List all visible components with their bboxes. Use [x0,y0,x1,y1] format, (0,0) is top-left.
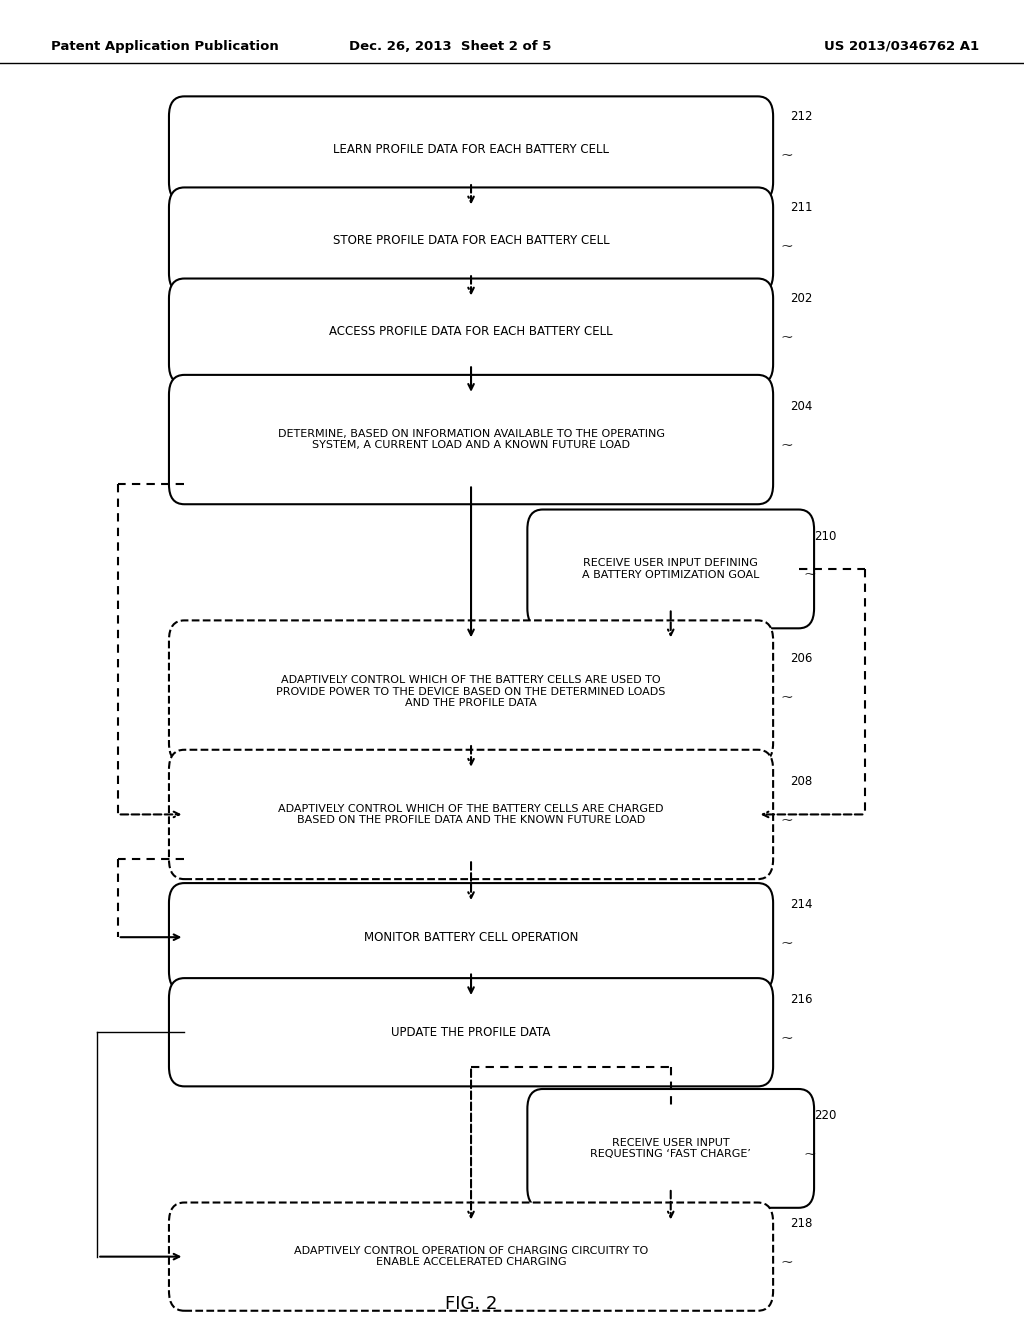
Text: 212: 212 [791,110,813,123]
Text: ~: ~ [780,331,793,345]
FancyBboxPatch shape [169,279,773,384]
Text: ~: ~ [804,569,816,582]
FancyBboxPatch shape [527,1089,814,1208]
Text: ~: ~ [780,149,793,162]
FancyBboxPatch shape [169,978,773,1086]
Text: 214: 214 [791,898,813,911]
FancyBboxPatch shape [169,883,773,991]
Text: 204: 204 [791,400,813,413]
Text: RECEIVE USER INPUT DEFINING
A BATTERY OPTIMIZATION GOAL: RECEIVE USER INPUT DEFINING A BATTERY OP… [582,558,760,579]
Text: ~: ~ [804,1148,816,1162]
Text: 211: 211 [791,201,813,214]
Text: ADAPTIVELY CONTROL WHICH OF THE BATTERY CELLS ARE USED TO
PROVIDE POWER TO THE D: ADAPTIVELY CONTROL WHICH OF THE BATTERY … [276,675,666,709]
Text: ~: ~ [780,240,793,253]
FancyBboxPatch shape [527,510,814,628]
Text: Patent Application Publication: Patent Application Publication [51,40,279,53]
Text: ~: ~ [780,1257,793,1270]
Text: ~: ~ [780,937,793,950]
Text: 210: 210 [814,529,837,543]
Text: ACCESS PROFILE DATA FOR EACH BATTERY CELL: ACCESS PROFILE DATA FOR EACH BATTERY CEL… [330,325,612,338]
Text: 202: 202 [791,292,813,305]
Text: 220: 220 [814,1109,837,1122]
FancyBboxPatch shape [169,750,773,879]
FancyBboxPatch shape [169,1203,773,1311]
Text: Dec. 26, 2013  Sheet 2 of 5: Dec. 26, 2013 Sheet 2 of 5 [349,40,552,53]
Text: ~: ~ [780,814,793,828]
Text: 206: 206 [791,652,813,665]
Text: MONITOR BATTERY CELL OPERATION: MONITOR BATTERY CELL OPERATION [364,931,579,944]
Text: RECEIVE USER INPUT
REQUESTING ‘FAST CHARGE’: RECEIVE USER INPUT REQUESTING ‘FAST CHAR… [590,1138,752,1159]
FancyBboxPatch shape [169,375,773,504]
Text: LEARN PROFILE DATA FOR EACH BATTERY CELL: LEARN PROFILE DATA FOR EACH BATTERY CELL [333,143,609,156]
FancyBboxPatch shape [169,187,773,293]
Text: 208: 208 [791,775,813,788]
Text: ADAPTIVELY CONTROL WHICH OF THE BATTERY CELLS ARE CHARGED
BASED ON THE PROFILE D: ADAPTIVELY CONTROL WHICH OF THE BATTERY … [279,804,664,825]
Text: ADAPTIVELY CONTROL OPERATION OF CHARGING CIRCUITRY TO
ENABLE ACCELERATED CHARGIN: ADAPTIVELY CONTROL OPERATION OF CHARGING… [294,1246,648,1267]
Text: DETERMINE, BASED ON INFORMATION AVAILABLE TO THE OPERATING
SYSTEM, A CURRENT LOA: DETERMINE, BASED ON INFORMATION AVAILABL… [278,429,665,450]
Text: 216: 216 [791,993,813,1006]
Text: ~: ~ [780,692,793,705]
Text: ~: ~ [780,440,793,453]
Text: US 2013/0346762 A1: US 2013/0346762 A1 [823,40,979,53]
Text: FIG. 2: FIG. 2 [444,1295,498,1313]
Text: UPDATE THE PROFILE DATA: UPDATE THE PROFILE DATA [391,1026,551,1039]
Text: 218: 218 [791,1217,813,1230]
FancyBboxPatch shape [169,620,773,763]
Text: ~: ~ [780,1032,793,1045]
FancyBboxPatch shape [169,96,773,202]
Text: STORE PROFILE DATA FOR EACH BATTERY CELL: STORE PROFILE DATA FOR EACH BATTERY CELL [333,234,609,247]
